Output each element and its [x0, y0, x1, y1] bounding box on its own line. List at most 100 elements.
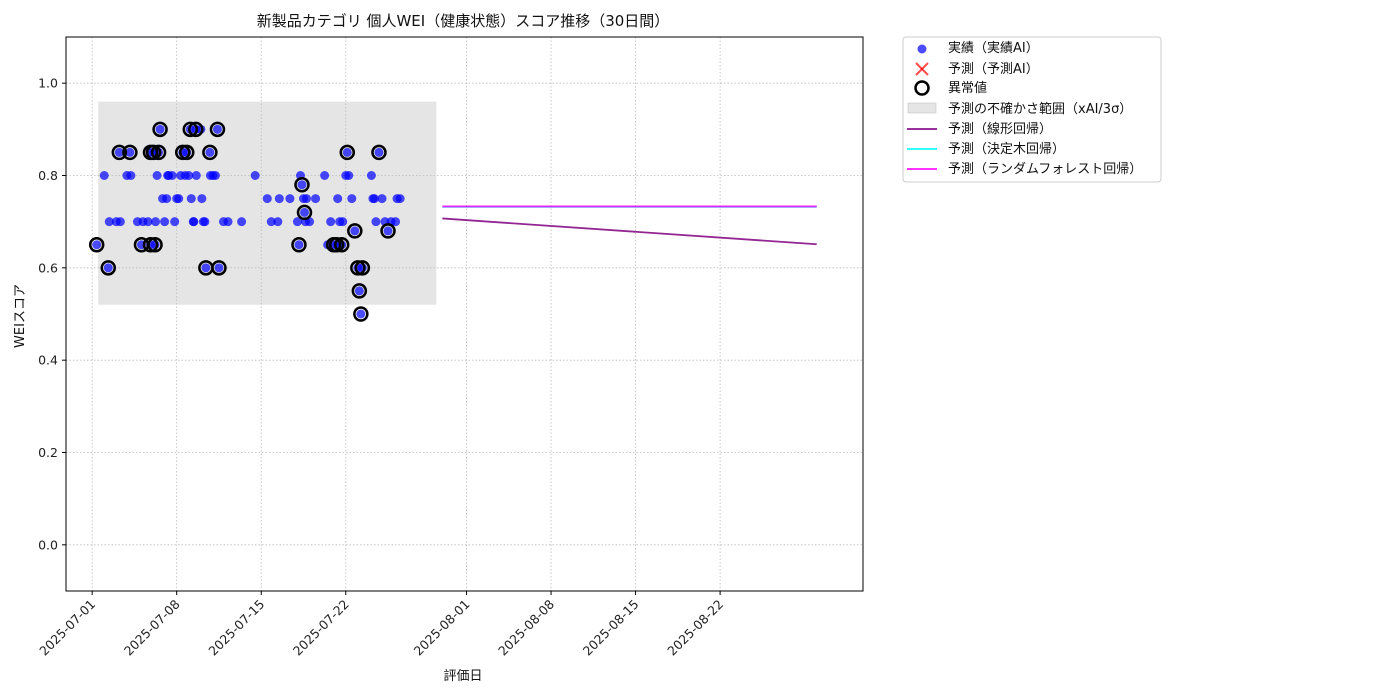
anomaly-marker	[100, 260, 117, 276]
legend-marker-predicted	[915, 62, 929, 76]
x-axis-title: 評価日	[443, 669, 482, 684]
legend: 実績（実績AI） 予測（予測AI） 異常値 予測の不確かさ範囲（xAI/3σ） …	[902, 36, 1162, 183]
anomaly-marker	[122, 144, 138, 161]
anomaly-marker	[328, 237, 345, 253]
anomaly-marker	[150, 144, 167, 161]
chart-title: 新製品カテゴリ 個人WEI（健康状態）スコア推移（30日間）	[257, 12, 670, 30]
actual-point	[395, 194, 405, 204]
actual-point	[184, 171, 194, 180]
y-tick-label: 0.8	[38, 168, 58, 183]
actual-point	[338, 217, 348, 227]
actual-point	[320, 171, 330, 180]
actual-point	[210, 171, 220, 180]
actual-point	[152, 171, 162, 180]
actual-point	[311, 194, 321, 204]
anomaly-marker	[179, 144, 195, 161]
actual-point	[374, 147, 384, 157]
y-tick-label: 0.2	[38, 445, 58, 460]
actual-point	[99, 171, 109, 180]
anomaly-marker	[142, 237, 159, 253]
actual-point	[285, 194, 295, 204]
y-tick-label: 0.0	[38, 537, 58, 552]
linear-regression-line	[442, 217, 817, 246]
legend-label-anomaly: 異常値	[948, 80, 987, 96]
anomaly-marker	[202, 144, 218, 161]
actual-point	[126, 171, 136, 180]
actual-point	[369, 194, 379, 204]
actual-point	[326, 217, 336, 227]
actual-point	[299, 207, 309, 217]
actual-point	[371, 217, 381, 227]
actual-point	[344, 171, 354, 180]
actual-point	[104, 217, 114, 227]
anomaly-marker	[351, 283, 368, 299]
actual-point	[189, 217, 199, 227]
actual-point	[214, 263, 224, 273]
anomaly-marker	[350, 260, 366, 276]
actual-point	[92, 240, 102, 250]
legend-label-predicted: 予測（予測AI）	[948, 62, 1039, 77]
actual-point	[191, 171, 201, 180]
legend-label-forest: 予測（ランダムフォレスト回帰）	[948, 161, 1142, 177]
actual-point	[115, 217, 125, 227]
plot-frame	[65, 36, 864, 592]
anomaly-marker	[291, 237, 307, 253]
actual-point	[383, 226, 393, 236]
actual-point	[201, 263, 211, 273]
actual-point	[262, 194, 272, 204]
anomaly-marker	[188, 121, 204, 138]
anomaly-marker	[182, 121, 199, 138]
actual-point	[237, 217, 247, 227]
actual-point	[391, 217, 401, 227]
anomaly-marker	[294, 176, 310, 193]
anomaly-marker	[353, 306, 369, 322]
actual-point	[377, 194, 387, 204]
legend-label-actual: 実績（実績AI）	[948, 40, 1039, 56]
actual-point	[294, 240, 304, 250]
actual-point	[155, 124, 165, 134]
actual-point	[250, 171, 260, 180]
legend-marker-uncertainty	[907, 102, 937, 114]
anomaly-marker	[111, 144, 128, 161]
actual-point	[350, 226, 360, 236]
y-axis-title: WEIスコア	[13, 284, 28, 348]
anomaly-marker	[145, 144, 162, 161]
actual-point	[205, 147, 215, 157]
y-tick-label: 1.0	[38, 76, 58, 91]
y-tick-label: 0.6	[38, 260, 58, 275]
anomaly-marker	[354, 260, 371, 276]
actual-point	[212, 124, 222, 134]
actual-point	[200, 217, 210, 227]
actual-point	[170, 217, 180, 227]
actual-point	[167, 171, 177, 180]
actual-point	[143, 217, 153, 227]
anomaly-marker	[380, 223, 396, 239]
actual-point	[297, 180, 307, 190]
legend-label-uncertainty: 予測の不確かさ範囲（xAI/3σ）	[948, 101, 1132, 117]
actual-point	[302, 194, 312, 204]
actual-point	[151, 217, 161, 227]
actual-point	[186, 194, 196, 204]
anomaly-marker	[339, 144, 356, 161]
actual-point	[273, 217, 283, 227]
anomaly-marker	[347, 223, 363, 239]
anomaly-marker	[296, 204, 313, 221]
actual-point	[160, 217, 170, 227]
anomaly-marker	[88, 237, 105, 253]
actual-point	[174, 194, 184, 204]
anomaly-marker	[333, 237, 350, 253]
legend-label-linear: 予測（線形回帰）	[948, 121, 1052, 137]
actual-point	[274, 194, 284, 204]
y-tick-label: 0.4	[38, 353, 58, 368]
actual-point	[356, 309, 366, 319]
actual-point	[197, 194, 207, 204]
uncertainty-band	[98, 101, 437, 305]
actual-point	[103, 263, 113, 273]
actual-point	[342, 147, 352, 157]
actual-point	[266, 217, 276, 227]
actual-point	[347, 194, 357, 204]
legend-frame	[902, 36, 1162, 183]
actual-point	[162, 194, 172, 204]
actual-point	[125, 147, 135, 157]
